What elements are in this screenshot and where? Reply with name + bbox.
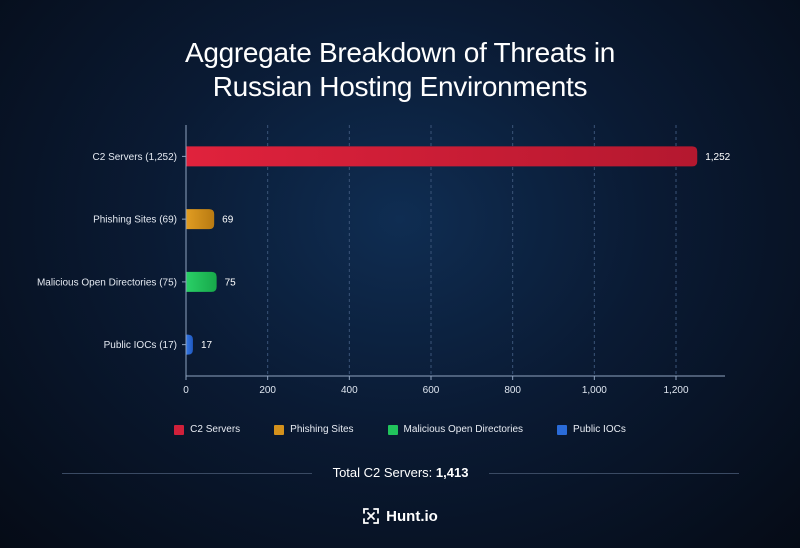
y-category-label: Malicious Open Directories (75) [37, 277, 177, 288]
legend-item-c2-servers[interactable]: C2 Servers [174, 424, 240, 435]
chart-title: Aggregate Breakdown of Threats in Russia… [0, 36, 800, 104]
total-c2-servers: Total C2 Servers: 1,413 [62, 465, 739, 480]
x-tick-label: 400 [341, 385, 358, 396]
x-tick-label: 0 [183, 385, 189, 396]
x-tick-label: 1,000 [582, 385, 607, 396]
legend-item-phishing-sites[interactable]: Phishing Sites [274, 424, 354, 435]
hunt-logo-icon [363, 508, 380, 524]
y-category-label: C2 Servers (1,252) [93, 152, 177, 163]
legend-item-malicious-open-directories[interactable]: Malicious Open Directories [387, 424, 524, 435]
bar-phishing-sites[interactable] [186, 209, 215, 230]
x-tick-label: 800 [504, 385, 521, 396]
total-label: Total C2 Servers: [332, 465, 433, 480]
x-tick-label: 200 [259, 385, 276, 396]
bar-value-label: 1,252 [705, 152, 730, 163]
x-tick-label: 1,200 [663, 385, 688, 396]
divider-right [489, 473, 739, 474]
legend-item-public-iocs[interactable]: Public IOCs [557, 424, 626, 435]
legend-swatch-c2-servers [174, 424, 185, 435]
total-value: 1,413 [435, 465, 469, 480]
legend-swatch-phishing-sites [274, 424, 285, 435]
x-tick-label: 600 [423, 385, 440, 396]
bar-chart: 1,252 69 75 17 0 200 400 600 800 1,000 1,200 C2 Se… [36, 125, 730, 396]
bar-value-label: 17 [201, 340, 213, 351]
chart-title-line-2: Russian Hosting Environments [212, 71, 588, 102]
brand-logo: Hunt.io [0, 507, 800, 525]
bar-value-label: 75 [225, 277, 237, 288]
chart-title-line-1: Aggregate Breakdown of Threats in [184, 37, 616, 68]
brand-name: Hunt.io [386, 507, 438, 525]
bar-value-label: 69 [222, 215, 234, 226]
y-category-label: Public IOCs (17) [104, 340, 177, 351]
bar-malicious-open-directories[interactable] [186, 271, 217, 292]
legend-swatch-malicious-open-directories [387, 424, 398, 435]
divider-left [62, 473, 312, 474]
legend-swatch-public-iocs [557, 424, 568, 435]
chart-legend: C2 Servers Phishing Sites Malicious Open… [0, 424, 800, 435]
legend-label-malicious-open-directories: Malicious Open Directories [403, 424, 524, 435]
bar-public-iocs[interactable] [186, 334, 193, 355]
legend-label-public-iocs: Public IOCs [573, 424, 626, 435]
bar-c2-servers[interactable] [186, 146, 698, 167]
legend-label-c2-servers: C2 Servers [190, 424, 241, 435]
legend-label-phishing-sites: Phishing Sites [290, 424, 354, 435]
y-category-label: Phishing Sites (69) [93, 215, 177, 226]
total-summary: Total C2 Servers: 1,413 [62, 463, 739, 483]
